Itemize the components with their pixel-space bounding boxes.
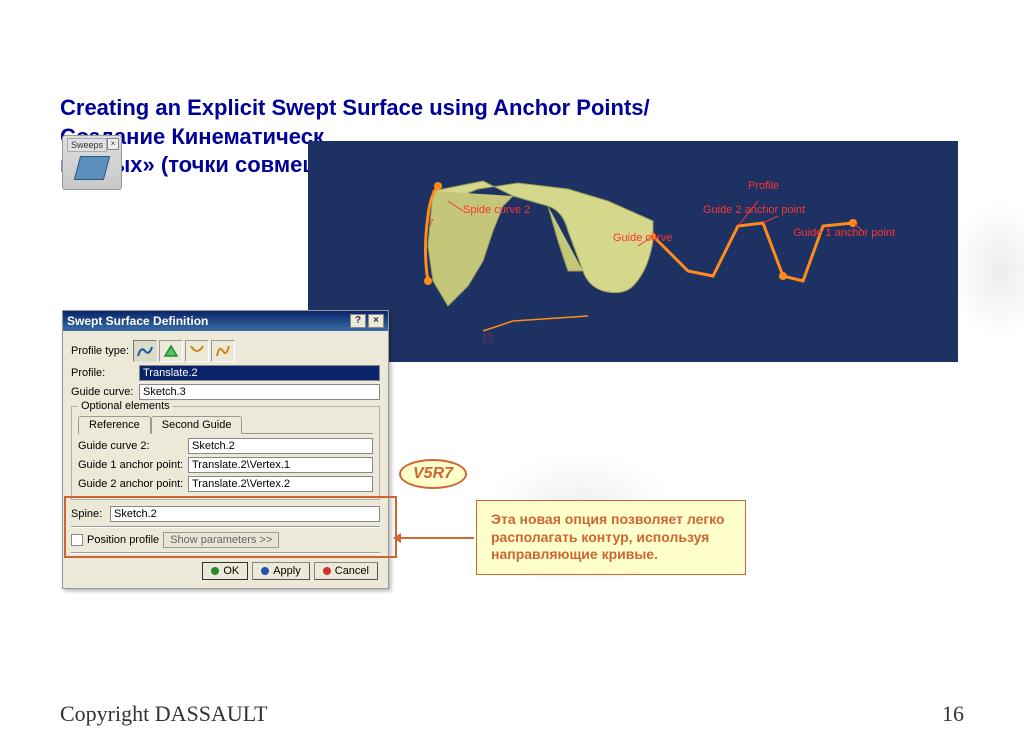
guide2-label: Guide curve 2: bbox=[78, 440, 184, 452]
footer-copyright: Copyright DASSAULT bbox=[60, 701, 268, 727]
separator bbox=[71, 552, 380, 554]
guide2-field[interactable]: Sketch.2 bbox=[188, 438, 373, 454]
position-profile-label: Position profile bbox=[87, 534, 159, 546]
separator bbox=[71, 526, 380, 528]
profile-type-conic-icon[interactable] bbox=[211, 340, 235, 362]
dialog-title: Swept Surface Definition bbox=[67, 314, 208, 328]
optional-elements-group: Optional elements Reference Second Guide… bbox=[71, 406, 380, 500]
show-params-button[interactable]: Show parameters >> bbox=[163, 532, 279, 548]
profile-type-explicit-icon[interactable] bbox=[133, 340, 157, 362]
label-guide-curve: Guide curve bbox=[613, 232, 672, 244]
profile-type-circle-icon[interactable] bbox=[185, 340, 209, 362]
close-button[interactable]: × bbox=[368, 314, 384, 328]
tab-row: Reference Second Guide bbox=[78, 415, 373, 434]
callout-arrow bbox=[399, 537, 474, 539]
ok-dot-icon bbox=[211, 567, 219, 575]
spine-label: Spine: bbox=[71, 508, 106, 520]
profile-type-line-icon[interactable] bbox=[159, 340, 183, 362]
callout-note: Эта новая опция позволяет легко располаг… bbox=[476, 500, 746, 575]
help-button[interactable]: ? bbox=[350, 314, 366, 328]
sweep-shape-icon bbox=[74, 156, 110, 180]
guide-curve-label: Guide curve: bbox=[71, 386, 135, 398]
anchor1-field[interactable]: Translate.2\Vertex.1 bbox=[188, 457, 373, 473]
profile-type-icons bbox=[133, 340, 235, 362]
tab-second-guide[interactable]: Second Guide bbox=[151, 416, 243, 434]
profile-label: Profile: bbox=[71, 367, 135, 379]
apply-button[interactable]: Apply bbox=[252, 562, 310, 580]
sweeps-toolbar[interactable]: Sweeps × bbox=[62, 135, 122, 190]
svg-text:⬚: ⬚ bbox=[483, 333, 492, 344]
apply-label: Apply bbox=[273, 565, 301, 577]
position-profile-checkbox[interactable] bbox=[71, 534, 83, 546]
apply-dot-icon bbox=[261, 567, 269, 575]
3d-viewport[interactable]: Profile Guide 2 anchor point Guide 1 anc… bbox=[308, 141, 958, 362]
cancel-button[interactable]: Cancel bbox=[314, 562, 378, 580]
cancel-label: Cancel bbox=[335, 565, 369, 577]
label-profile: Profile bbox=[748, 180, 779, 192]
version-badge: V5R7 bbox=[399, 459, 467, 489]
bg-smudge bbox=[950, 200, 1024, 340]
label-guide2-anchor: Guide 2 anchor point bbox=[703, 204, 805, 216]
cancel-dot-icon bbox=[323, 567, 331, 575]
profile-type-label: Profile type: bbox=[71, 345, 129, 357]
anchor2-label: Guide 2 anchor point: bbox=[78, 478, 184, 490]
sweeps-close-icon[interactable]: × bbox=[107, 138, 119, 150]
title-line1: Creating an Explicit Swept Surface using… bbox=[60, 94, 960, 123]
svg-text:7: 7 bbox=[428, 218, 434, 229]
anchor2-field[interactable]: Translate.2\Vertex.2 bbox=[188, 476, 373, 492]
group-label: Optional elements bbox=[78, 400, 173, 412]
spine-field[interactable]: Sketch.2 bbox=[110, 506, 380, 522]
sweeps-label: Sweeps bbox=[67, 138, 107, 152]
ok-label: OK bbox=[223, 565, 239, 577]
footer-page: 16 bbox=[942, 701, 964, 727]
swept-surface-dialog: Swept Surface Definition ? × Profile typ… bbox=[62, 310, 389, 589]
label-guide1-anchor: Guide 1 anchor point bbox=[793, 227, 895, 239]
label-guide-curve2: Spide curve 2 bbox=[463, 204, 530, 216]
anchor1-label: Guide 1 anchor point: bbox=[78, 459, 184, 471]
tab-reference[interactable]: Reference bbox=[78, 416, 151, 434]
ok-button[interactable]: OK bbox=[202, 562, 248, 580]
guide-curve-field[interactable]: Sketch.3 bbox=[139, 384, 380, 400]
profile-field[interactable]: Translate.2 bbox=[139, 365, 380, 381]
dialog-titlebar[interactable]: Swept Surface Definition ? × bbox=[63, 311, 388, 331]
